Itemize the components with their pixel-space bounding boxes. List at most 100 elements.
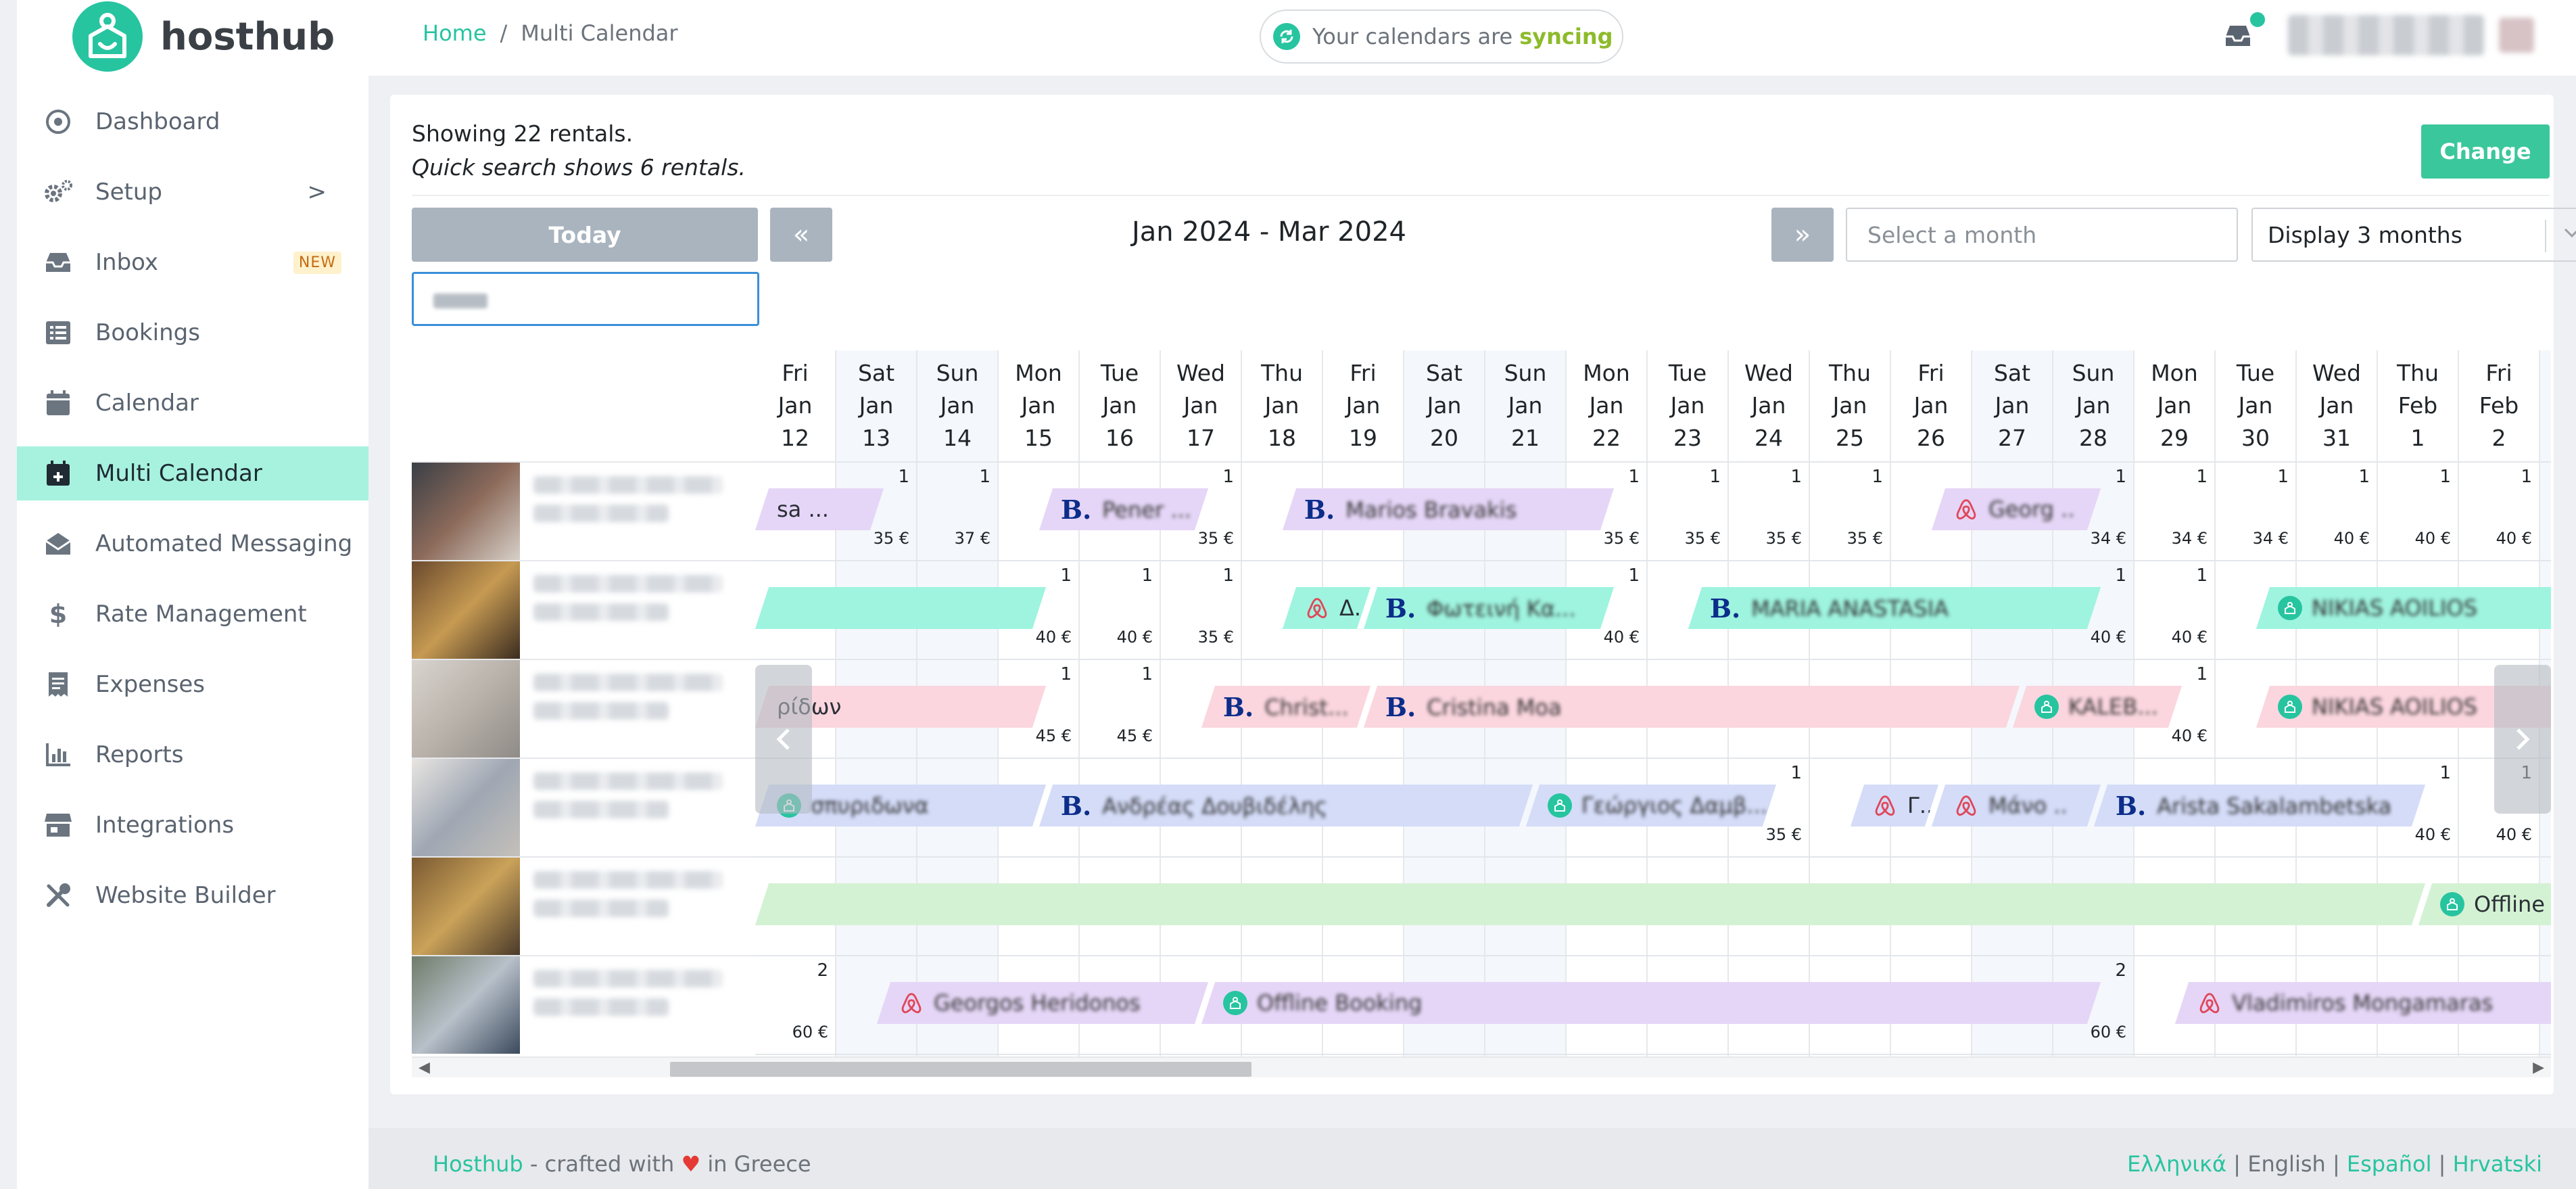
day-column[interactable] xyxy=(2378,461,2459,1056)
booking-bar[interactable]: B. Φωτεινή Κα... xyxy=(1363,587,1615,629)
change-button[interactable]: Change xyxy=(2421,124,2550,179)
rental-row[interactable] xyxy=(412,856,755,955)
day-column[interactable] xyxy=(917,461,999,1056)
rental-photo[interactable] xyxy=(412,561,520,659)
rental-photo[interactable] xyxy=(412,956,520,1054)
booking-bar[interactable]: NIKIAS AOILIOS xyxy=(2256,686,2551,728)
day-column[interactable] xyxy=(755,461,836,1056)
booking-bar[interactable]: sa ... xyxy=(755,488,884,530)
day-column[interactable] xyxy=(1323,461,1404,1056)
day-column[interactable] xyxy=(1972,461,2053,1056)
user-name-redacted[interactable] xyxy=(2288,15,2484,55)
day-column[interactable] xyxy=(1567,461,1648,1056)
day-column[interactable] xyxy=(1080,461,1161,1056)
rental-name-redacted[interactable] xyxy=(533,871,736,936)
day-column[interactable] xyxy=(2216,461,2297,1056)
rental-photo[interactable] xyxy=(412,660,520,757)
day-column[interactable] xyxy=(1485,461,1567,1056)
sidebar-item-calendar[interactable]: Calendar xyxy=(17,376,368,430)
day-column[interactable] xyxy=(999,461,1080,1056)
language-spanish-link[interactable]: Español xyxy=(2346,1151,2432,1177)
scrollbar-thumb[interactable] xyxy=(670,1062,1251,1077)
booking-bar[interactable]: B. MARIA ANASTASIA xyxy=(1688,587,2101,629)
booking-bar[interactable]: Δ... xyxy=(1282,587,1371,629)
day-header-dow: S xyxy=(2540,357,2551,390)
sidebar-item-rate-management[interactable]: $ Rate Management xyxy=(17,587,368,641)
sidebar-item-bookings[interactable]: Bookings xyxy=(17,306,368,360)
next-period-button[interactable]: » xyxy=(1771,208,1834,262)
booking-bar[interactable]: B. Cristina Moa xyxy=(1363,686,2020,728)
rental-row[interactable] xyxy=(412,461,755,560)
brand[interactable]: hosthub xyxy=(72,0,335,73)
rental-row[interactable] xyxy=(412,659,755,757)
booking-bar[interactable]: B. Ανδρέας Δουβιδέλης xyxy=(1039,785,1533,826)
booking-bar[interactable] xyxy=(755,587,1047,629)
day-column[interactable] xyxy=(1648,461,1729,1056)
inbox-tray-icon[interactable] xyxy=(2223,12,2265,49)
day-column[interactable] xyxy=(2297,461,2378,1056)
booking-bar[interactable]: Georgos Heridonos xyxy=(876,982,1209,1024)
horizontal-scrollbar[interactable]: ◀ ▶ xyxy=(412,1056,2551,1077)
day-column[interactable] xyxy=(836,461,917,1056)
sidebar-item-setup[interactable]: Setup > xyxy=(17,165,368,219)
booking-bar[interactable]: Offline Booking xyxy=(1201,982,2101,1024)
day-column[interactable] xyxy=(1242,461,1323,1056)
sidebar-item-website-builder[interactable]: Website Builder xyxy=(17,868,368,923)
booking-bar[interactable]: Μάνο .. xyxy=(1931,785,2101,826)
sidebar-item-automated-messaging[interactable]: Automated Messaging xyxy=(17,517,368,571)
day-column[interactable] xyxy=(1404,461,1485,1056)
booking-bar[interactable]: Offline Book xyxy=(2418,883,2551,925)
sync-status-pill[interactable]: Your calendars are syncing xyxy=(1260,9,1623,64)
sidebar-item-multi-calendar[interactable]: Multi Calendar xyxy=(17,446,368,500)
sidebar-item-inbox[interactable]: Inbox NEW xyxy=(17,235,368,289)
booking-bar[interactable]: Georg .. xyxy=(1931,488,2101,530)
booking-bar[interactable]: NIKIAS AOILIOS xyxy=(2256,587,2551,629)
rental-row[interactable] xyxy=(412,955,755,1054)
rental-photo[interactable] xyxy=(412,759,520,856)
display-months-select[interactable]: Display 3 months xyxy=(2251,208,2576,262)
rental-photo[interactable] xyxy=(412,463,520,560)
avatar[interactable] xyxy=(2499,18,2534,53)
day-column[interactable] xyxy=(1891,461,1972,1056)
rental-name-redacted[interactable] xyxy=(533,970,736,1035)
booking-bar[interactable]: B. Arista Sakalambetska xyxy=(2093,785,2426,826)
nightly-price: 40 € xyxy=(2171,726,2208,745)
scroll-right-arrow-icon[interactable]: ▶ xyxy=(2533,1059,2544,1076)
language-greek-link[interactable]: Ελληνικά xyxy=(2127,1151,2227,1177)
language-croatian-link[interactable]: Hrvatski xyxy=(2452,1151,2542,1177)
select-month-input[interactable] xyxy=(1846,208,2238,262)
booking-bar[interactable] xyxy=(755,883,2426,925)
footer-brand-link[interactable]: Hosthub xyxy=(433,1151,523,1177)
booking-bar[interactable]: Γεώργιος Δαμβ... xyxy=(1525,785,1777,826)
day-column[interactable] xyxy=(1810,461,1891,1056)
sidebar-item-integrations[interactable]: Integrations xyxy=(17,798,368,852)
booking-bar[interactable]: B. Pener ... xyxy=(1039,488,1209,530)
booking-bar[interactable]: B. Christ... xyxy=(1201,686,1371,728)
rental-name-redacted[interactable] xyxy=(533,772,736,837)
today-button[interactable]: Today xyxy=(412,208,758,262)
booking-bar[interactable]: Vladimiros Mongamaras xyxy=(2174,982,2551,1024)
sidebar-item-reports[interactable]: Reports xyxy=(17,728,368,782)
booking-bar[interactable]: B. Marios Bravakis xyxy=(1282,488,1615,530)
day-header-mon: Jan xyxy=(1183,392,1218,419)
scroll-left-arrow-icon[interactable]: ◀ xyxy=(419,1059,430,1076)
sidebar-item-dashboard[interactable]: Dashboard xyxy=(17,95,368,149)
previous-period-button[interactable]: « xyxy=(770,208,832,262)
booking-bar[interactable]: Γ... xyxy=(1850,785,1939,826)
day-column[interactable] xyxy=(1161,461,1242,1056)
scroll-left-button[interactable] xyxy=(755,665,812,814)
sidebar-item-expenses[interactable]: Expenses xyxy=(17,657,368,712)
breadcrumb-home-link[interactable]: Home xyxy=(423,20,487,46)
rental-row[interactable] xyxy=(412,757,755,856)
day-header-dow: Sat xyxy=(1425,360,1463,386)
rental-row[interactable] xyxy=(412,560,755,659)
day-column[interactable] xyxy=(2134,461,2216,1056)
day-header-dow: Thu xyxy=(1261,360,1303,386)
day-column[interactable] xyxy=(1729,461,1810,1056)
rental-photo[interactable] xyxy=(412,858,520,955)
scroll-right-button[interactable] xyxy=(2494,665,2551,814)
rental-name-redacted[interactable] xyxy=(533,674,736,739)
rental-name-redacted[interactable] xyxy=(533,476,736,541)
rental-name-redacted[interactable] xyxy=(533,575,736,640)
booking-bar[interactable]: KALEB... xyxy=(2012,686,2183,728)
